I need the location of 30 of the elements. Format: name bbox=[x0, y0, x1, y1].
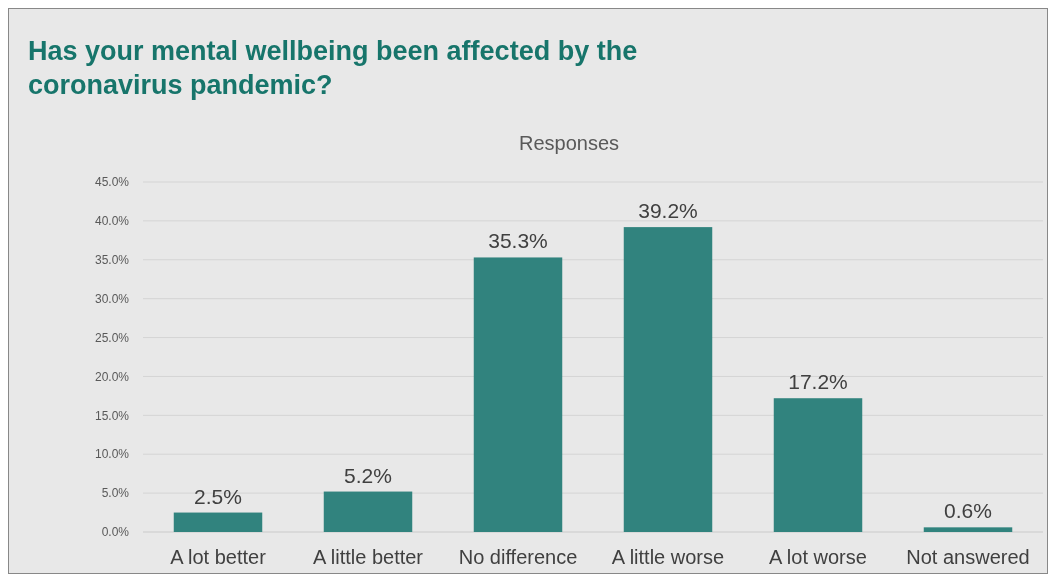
x-tick-label: A little better bbox=[312, 546, 424, 568]
y-tick-label: 25.0% bbox=[94, 330, 130, 345]
x-tick-label: Not answered bbox=[906, 546, 1030, 568]
data-label: 0.6% bbox=[944, 499, 992, 523]
y-tick-label: 15.0% bbox=[94, 408, 130, 423]
y-tick-label: 0.0% bbox=[101, 525, 130, 540]
bar bbox=[623, 227, 713, 532]
chart-subtitle: Responses bbox=[518, 132, 620, 154]
y-tick-label: 10.0% bbox=[94, 447, 130, 462]
x-tick-label: A little worse bbox=[611, 546, 725, 568]
x-tick-label: A lot better bbox=[170, 546, 267, 568]
y-tick-label: 5.0% bbox=[101, 486, 130, 501]
bar bbox=[473, 257, 563, 532]
data-label: 39.2% bbox=[638, 199, 698, 223]
bar bbox=[173, 512, 263, 532]
y-tick-label: 35.0% bbox=[94, 252, 130, 267]
bar bbox=[323, 491, 413, 532]
y-tick-label: 45.0% bbox=[94, 175, 130, 190]
data-label: 2.5% bbox=[194, 484, 242, 508]
x-tick-label: No difference bbox=[458, 546, 578, 568]
data-label: 5.2% bbox=[344, 463, 392, 487]
x-tick-label: A lot worse bbox=[769, 546, 867, 568]
bar bbox=[773, 398, 863, 532]
y-tick-label: 40.0% bbox=[94, 214, 130, 229]
data-label: 35.3% bbox=[488, 229, 548, 253]
bar bbox=[923, 527, 1013, 532]
chart-title: Has your mental wellbeing been affected by the coronavirus pandemic? bbox=[28, 36, 638, 100]
y-tick-label: 20.0% bbox=[94, 369, 130, 384]
y-tick-label: 30.0% bbox=[94, 291, 130, 306]
data-label: 17.2% bbox=[788, 370, 848, 394]
